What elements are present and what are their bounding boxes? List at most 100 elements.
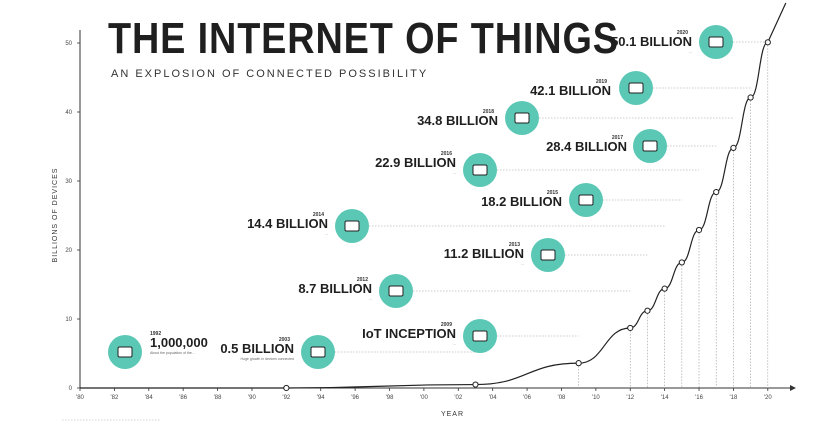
annotation-value: 11.2 BILLION <box>444 246 524 261</box>
watch-phone-icon-glyph <box>388 285 404 297</box>
data-point <box>713 188 720 196</box>
data-point <box>627 324 634 332</box>
y-tick-label: 30 <box>65 179 72 185</box>
annotation-year: 2013 <box>509 242 520 248</box>
x-tick-label: '98 <box>386 395 394 401</box>
y-axis-label: BILLIONS OF DEVICES <box>52 168 59 263</box>
air-conditioner-icon-glyph <box>642 140 658 152</box>
annotation-year: 2009 <box>441 322 452 328</box>
thermostat-icon-glyph <box>514 112 530 124</box>
data-point <box>472 381 479 388</box>
outlet-icon-glyph <box>628 82 644 94</box>
x-tick-label: '02 <box>454 395 462 401</box>
x-tick-label: '80 <box>76 395 84 401</box>
y-tick-label: 0 <box>69 386 73 392</box>
x-tick-label: '04 <box>489 395 497 401</box>
annotation-note: ... <box>689 50 692 54</box>
annotation-year: 1992 <box>150 331 161 337</box>
x-tick-label: '96 <box>351 395 359 401</box>
data-point <box>661 285 668 292</box>
annotation-value: 42.1 BILLION <box>530 83 611 98</box>
x-tick-label: '16 <box>695 395 703 401</box>
annotation-value: 8.7 BILLION <box>298 281 372 296</box>
data-point <box>575 360 582 367</box>
annotation-year: 2003 <box>279 337 290 343</box>
data-point <box>695 226 703 234</box>
annotation-note: Huge growth in devices connected <box>240 357 294 361</box>
x-tick-label: '86 <box>179 395 187 401</box>
y-tick-label: 10 <box>65 317 72 323</box>
x-tick-label: '94 <box>317 395 325 401</box>
x-tick-label: '92 <box>282 395 290 401</box>
toothbrush-icon-glyph <box>578 194 594 206</box>
page-subtitle: AN EXPLOSION OF CONNECTED POSSIBILITY <box>111 68 429 80</box>
laptop-icon-glyph <box>310 346 326 358</box>
annotation-year: 2012 <box>357 277 368 283</box>
annotation-note: ... <box>453 342 456 346</box>
annotation-year: 2019 <box>596 79 607 85</box>
y-tick-label: 40 <box>65 110 72 116</box>
x-tick-label: '84 <box>145 395 153 401</box>
data-point <box>283 384 290 392</box>
annotation-note: About the population of the... <box>150 351 195 355</box>
x-tick-label: '06 <box>523 395 531 401</box>
annotation-value: 34.8 BILLION <box>417 113 498 128</box>
lightbulb-icon-glyph <box>472 330 488 342</box>
annotation-note: ... <box>453 171 456 175</box>
annotation-year: 2018 <box>483 109 494 115</box>
x-tick-label: '18 <box>730 395 738 401</box>
annotation-value: IoT INCEPTION <box>362 326 456 341</box>
y-tick-label: 50 <box>65 41 72 47</box>
x-tick-label: '12 <box>626 395 634 401</box>
x-tick-label: '14 <box>661 395 669 401</box>
y-tick-label: 20 <box>65 248 72 254</box>
annotation-year: 2017 <box>612 135 623 141</box>
x-tick-label: '82 <box>110 395 118 401</box>
data-point <box>747 94 754 101</box>
wind-turbine-icon-glyph <box>344 220 360 232</box>
page-title: THE INTERNET OF THINGS <box>108 14 619 63</box>
data-point <box>644 307 651 314</box>
annotation-value: 14.4 BILLION <box>247 216 328 231</box>
annotation-value: 28.4 BILLION <box>546 139 627 154</box>
traffic-light-icon-glyph <box>472 164 488 176</box>
data-point <box>678 259 685 266</box>
x-tick-label: '10 <box>592 395 600 401</box>
annotation-value: 18.2 BILLION <box>481 194 562 209</box>
x-tick-label: '90 <box>248 395 256 401</box>
annotation-value: 22.9 BILLION <box>375 155 456 170</box>
annotation-note: ... <box>521 262 524 266</box>
annotation-year: 2016 <box>441 151 452 157</box>
annotation-value: 0.5 BILLION <box>220 341 294 356</box>
data-point <box>730 144 737 151</box>
x-tick-label: '88 <box>214 395 222 401</box>
x-tick-label: '08 <box>558 395 566 401</box>
annotation-value: 1,000,000 <box>150 335 208 350</box>
annotation-year: 2020 <box>677 30 688 36</box>
x-tick-label: '20 <box>764 395 772 401</box>
door-handle-icon-glyph <box>708 36 724 48</box>
annotation-year: 2014 <box>313 212 324 218</box>
x-axis-label: YEAR <box>441 411 464 418</box>
oven-icon-glyph <box>540 249 556 261</box>
annotation-year: 2015 <box>547 190 558 196</box>
data-point <box>764 39 771 46</box>
computer-icon-glyph <box>117 346 133 358</box>
annotation-note: ... <box>369 297 372 301</box>
x-axis-arrow <box>790 385 796 391</box>
x-tick-label: '00 <box>420 395 428 401</box>
